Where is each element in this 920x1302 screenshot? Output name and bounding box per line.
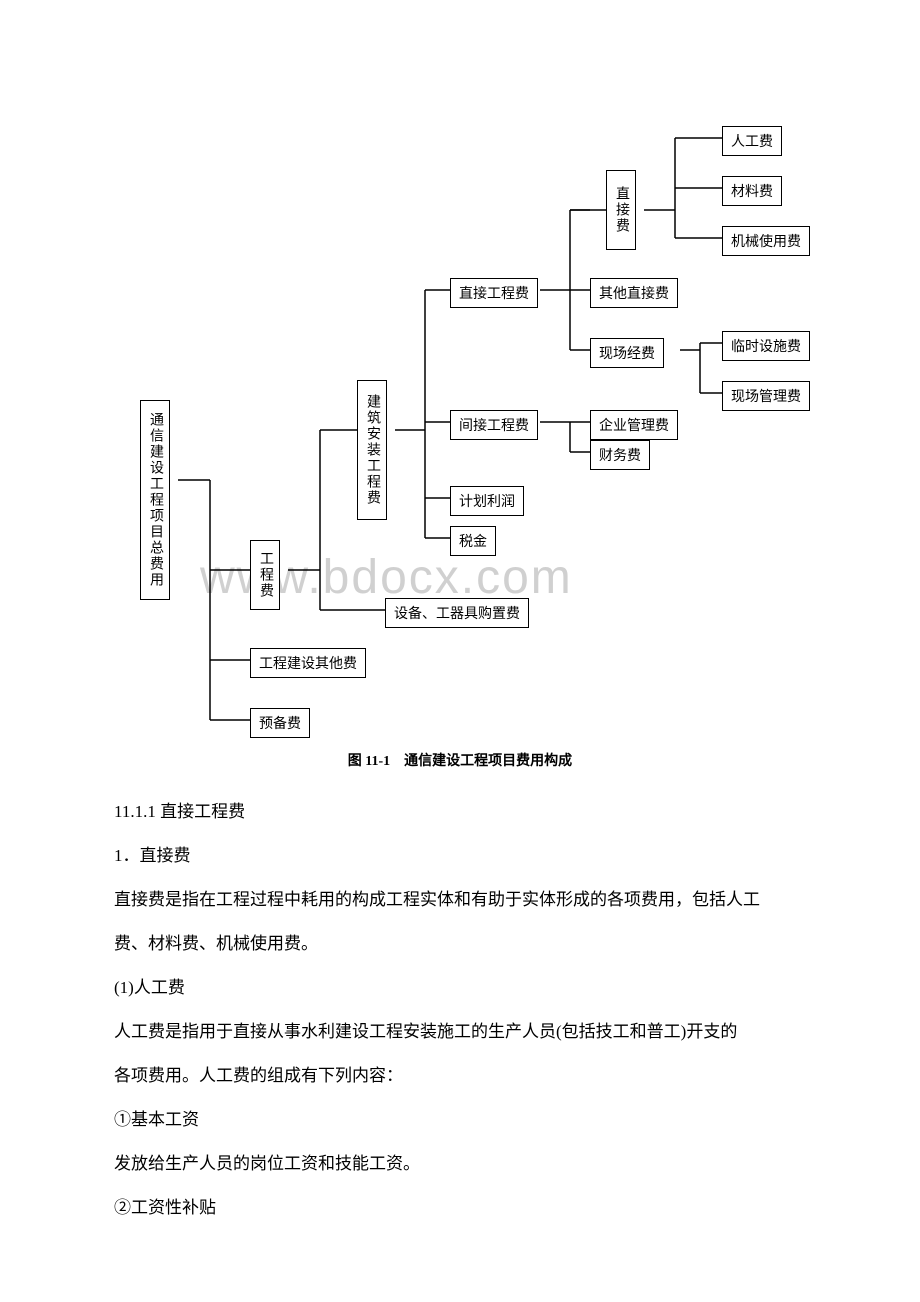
node-xcglf: 现场管理费: [722, 381, 810, 411]
subheading-2: (1)人工费: [80, 971, 840, 1005]
node-qyglf: 企业管理费: [590, 410, 678, 440]
section-heading: 11.1.1 直接工程费: [80, 795, 840, 829]
node-lsssf: 临时设施费: [722, 331, 810, 361]
node-jzaz: 建筑安装工程费: [357, 380, 387, 520]
node-gcf: 工程费: [250, 540, 280, 610]
node-ybf: 预备费: [250, 708, 310, 738]
node-rgf: 人工费: [722, 126, 782, 156]
node-jhlr: 计划利润: [450, 486, 524, 516]
node-clf: 材料费: [722, 176, 782, 206]
node-qtzjf: 其他直接费: [590, 278, 678, 308]
subheading-3: ①基本工资: [80, 1103, 840, 1137]
node-zjgcf: 直接工程费: [450, 278, 538, 308]
node-root: 通信建设工程项目总费用: [140, 400, 170, 600]
cost-structure-diagram: 通信建设工程项目总费用 工程费 工程建设其他费 预备费 建筑安装工程费 设备、工…: [120, 100, 820, 760]
node-cwf: 财务费: [590, 440, 650, 470]
paragraph-2b: 各项费用。人工费的组成有下列内容：: [80, 1059, 840, 1093]
node-jxsyf: 机械使用费: [722, 226, 810, 256]
node-gcjsqtf: 工程建设其他费: [250, 648, 366, 678]
node-zjf: 直接费: [606, 170, 636, 250]
node-xcjf: 现场经费: [590, 338, 664, 368]
node-jjgcf: 间接工程费: [450, 410, 538, 440]
paragraph-3: 发放给生产人员的岗位工资和技能工资。: [80, 1147, 840, 1181]
subheading-4: ②工资性补贴: [80, 1191, 840, 1225]
paragraph-1a: 直接费是指在工程过程中耗用的构成工程实体和有助于实体形成的各项费用，包括人工: [80, 883, 840, 917]
node-sj: 税金: [450, 526, 496, 556]
subheading-1: 1．直接费: [80, 839, 840, 873]
node-sbgj: 设备、工器具购置费: [385, 598, 529, 628]
paragraph-1b: 费、材料费、机械使用费。: [80, 927, 840, 961]
paragraph-2a: 人工费是指用于直接从事水利建设工程安装施工的生产人员(包括技工和普工)开支的: [80, 1015, 840, 1049]
